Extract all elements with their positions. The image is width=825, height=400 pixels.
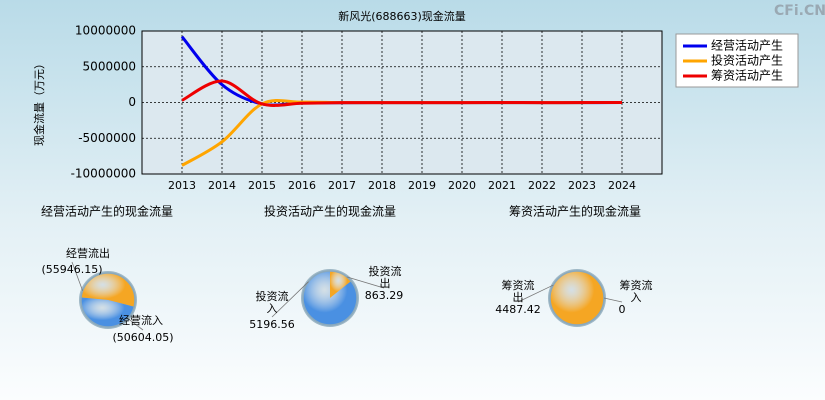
slice-value-label: (50604.05) <box>112 331 174 344</box>
x-tick-label: 2024 <box>608 179 636 192</box>
x-tick-label: 2014 <box>208 179 236 192</box>
pie-rim <box>302 270 358 326</box>
slice-value-label: 0 <box>618 303 626 316</box>
slice-label: 投资流出 <box>368 265 402 290</box>
slice-label: 投资流入 <box>255 290 289 315</box>
pie-rim <box>80 272 136 328</box>
pie-slice <box>81 272 136 307</box>
x-tick-label: 2015 <box>248 179 276 192</box>
x-tick-label: 2017 <box>328 179 356 192</box>
pie-slice <box>81 297 135 327</box>
leader-line <box>346 276 385 289</box>
x-tick-label: 2022 <box>528 179 556 192</box>
legend-label: 筹资活动产生 <box>711 69 783 83</box>
slice-value-label: 5196.56 <box>249 318 295 331</box>
leader-line <box>71 261 84 291</box>
slice-label: 筹资流出 <box>501 279 535 304</box>
legend-label: 投资活动产生 <box>711 53 783 68</box>
pie-title: 筹资活动产生的现金流量 <box>509 204 641 219</box>
legend-label: 经营活动产生 <box>711 39 783 53</box>
x-tick-label: 2019 <box>408 179 436 192</box>
x-tick-label: 2020 <box>448 179 476 192</box>
slice-value-label: 4487.42 <box>495 303 541 316</box>
series-line <box>181 79 623 107</box>
slice-value-label: 863.29 <box>364 289 404 302</box>
slice-label: 经营流出 <box>66 247 110 260</box>
y-tick-label: 10000000 <box>75 24 136 38</box>
pie-slice <box>303 271 357 325</box>
x-tick-label: 2023 <box>568 179 596 192</box>
x-tick-label: 2016 <box>288 179 316 192</box>
leader-line <box>517 284 554 303</box>
slice-value-label: (55946.15) <box>41 263 103 276</box>
x-tick-label: 2018 <box>368 179 396 192</box>
y-tick-label: 0 <box>128 95 136 109</box>
watermark: CFi.CN <box>774 3 825 19</box>
pie-slice <box>550 271 604 325</box>
x-tick-label: 2013 <box>168 179 196 192</box>
pie-slice <box>330 271 352 298</box>
slice-label: 经营流入 <box>119 314 163 327</box>
chart-title: 新风光(688663)现金流量 <box>338 9 466 23</box>
y-tick-label: 5000000 <box>83 59 136 73</box>
leader-line <box>603 297 623 303</box>
leader-line <box>127 318 144 331</box>
leader-line <box>271 281 309 318</box>
y-axis-label: 现金流量（万元） <box>32 58 46 146</box>
y-tick-label: -10000000 <box>71 167 136 181</box>
pie-title: 经营活动产生的现金流量 <box>41 204 173 219</box>
x-tick-label: 2021 <box>488 179 516 192</box>
slice-label: 筹资流入 <box>619 279 653 304</box>
pie-title: 投资活动产生的现金流量 <box>264 204 396 219</box>
y-tick-label: -5000000 <box>78 131 136 145</box>
